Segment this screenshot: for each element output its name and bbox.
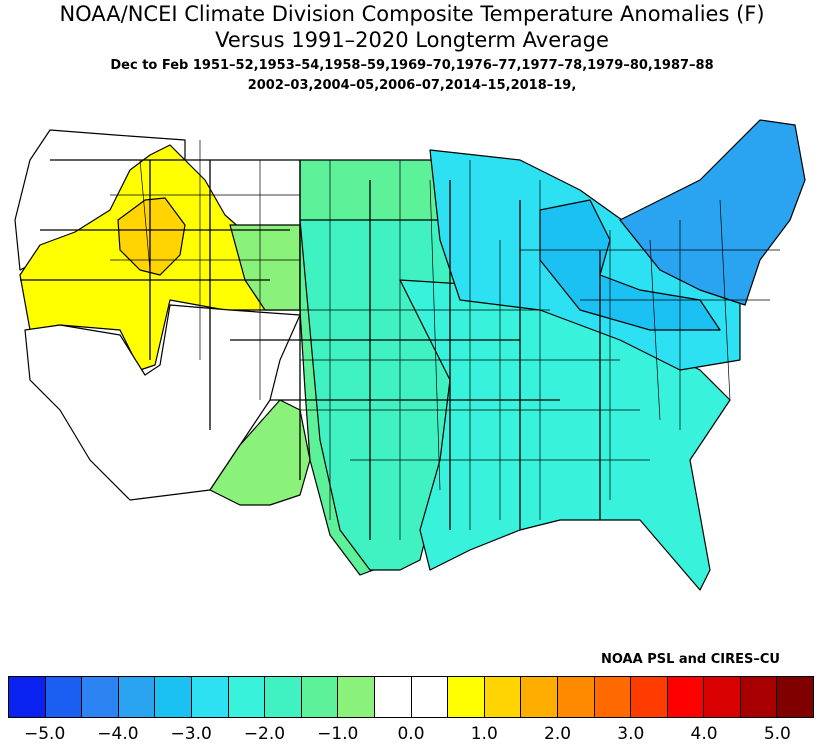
color-scale-cell bbox=[228, 677, 266, 717]
color-scale-cell bbox=[557, 677, 595, 717]
color-scale-cell bbox=[411, 677, 449, 717]
color-scale-cell bbox=[9, 677, 46, 717]
region-california-nevada-southwest bbox=[24, 304, 301, 501]
color-scale-cell bbox=[265, 677, 302, 717]
color-scale-cell bbox=[118, 677, 156, 717]
color-scale-bar bbox=[8, 676, 814, 718]
color-scale-label: −4.0 bbox=[97, 724, 139, 744]
color-scale-label: 0.0 bbox=[397, 724, 425, 744]
color-scale-cell bbox=[667, 677, 705, 717]
state-borders bbox=[20, 159, 601, 540]
credit-label: NOAA PSL and CIRES–CU bbox=[600, 652, 780, 667]
color-scale-cell bbox=[374, 677, 412, 717]
color-scale-cell bbox=[484, 677, 522, 717]
title-line-2: Versus 1991–2020 Longterm Average bbox=[215, 28, 609, 52]
color-scale-cell bbox=[155, 677, 192, 717]
region-central-idaho-montana bbox=[117, 197, 186, 276]
title-years-line-2: 2002–03,2004–05,2006–07,2014–15,2018–19, bbox=[247, 78, 577, 93]
color-scale-cell bbox=[448, 677, 485, 717]
color-scale-labels: −5.0 −4.0 −3.0 −2.0 −1.0 0.0 1.0 2.0 3.0 4.0 5.0 bbox=[0, 724, 824, 744]
color-scale-cell bbox=[740, 677, 778, 717]
color-scale-cell bbox=[704, 677, 741, 717]
color-scale-label: −2.0 bbox=[243, 724, 286, 744]
color-scale-label: 2.0 bbox=[544, 724, 572, 744]
color-scale-cell bbox=[521, 677, 558, 717]
color-scale-cell bbox=[338, 677, 375, 717]
title-years-line-1: Dec to Feb 1951–52,1953–54,1958–59,1969–… bbox=[110, 58, 714, 73]
color-scale-label: 5.0 bbox=[763, 724, 791, 744]
color-scale-label: −5.0 bbox=[23, 724, 66, 744]
us-climate-division-map bbox=[14, 119, 806, 591]
color-scale-cell bbox=[82, 677, 119, 717]
color-scale-cell bbox=[594, 677, 632, 717]
color-scale-cell bbox=[777, 677, 814, 717]
color-scale-label: 1.0 bbox=[470, 724, 498, 744]
color-scale-cell bbox=[45, 677, 83, 717]
color-scale-cell bbox=[301, 677, 339, 717]
color-scale-cell bbox=[631, 677, 668, 717]
color-scale-label: −1.0 bbox=[317, 724, 359, 744]
color-scale-cell bbox=[191, 677, 229, 717]
color-scale-label: 4.0 bbox=[690, 724, 718, 744]
region-northeast bbox=[619, 119, 806, 306]
title-line-1: NOAA/NCEI Climate Division Composite Tem… bbox=[59, 2, 765, 26]
color-scale-label: −3.0 bbox=[170, 724, 212, 744]
color-scale-label: 3.0 bbox=[617, 724, 645, 744]
